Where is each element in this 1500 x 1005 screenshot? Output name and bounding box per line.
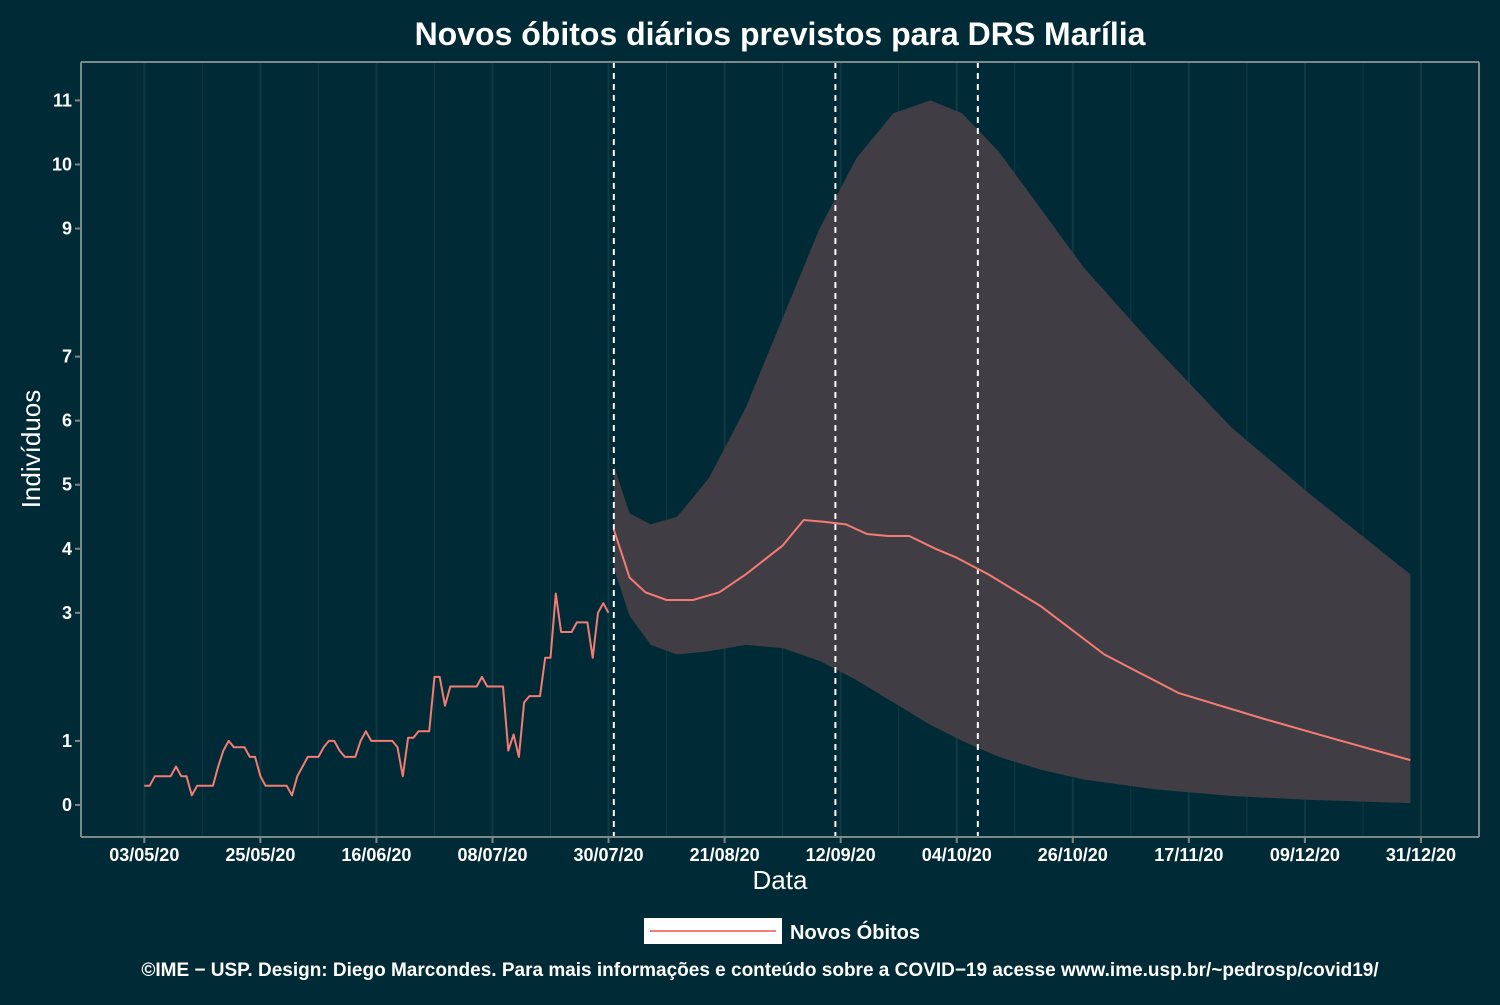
chart-title: Novos óbitos diários previstos para DRS …	[415, 16, 1146, 52]
x-tick-label: 16/06/20	[341, 845, 411, 865]
x-tick-label: 21/08/20	[690, 845, 760, 865]
confidence-band	[613, 100, 1411, 804]
forecast-deaths-line	[612, 519, 1411, 762]
observed-deaths-line	[144, 592, 610, 797]
x-tick-label: 31/12/20	[1386, 845, 1456, 865]
x-axis-ticks: 03/05/20 25/05/20 16/06/20 08/07/20 30/07/20…	[109, 837, 1456, 865]
y-tick-label: 1	[62, 731, 72, 751]
reference-lines	[612, 62, 979, 837]
x-tick-label: 08/07/20	[457, 845, 527, 865]
y-tick-label: 6	[62, 411, 72, 431]
y-tick-label: 9	[62, 219, 72, 239]
y-tick-label: 10	[52, 154, 72, 174]
y-tick-label: 3	[62, 603, 72, 623]
y-tick-label: 11	[53, 90, 72, 110]
legend-label: Novos Óbitos	[790, 920, 920, 944]
series-lines	[144, 519, 1411, 797]
y-tick-label: 7	[62, 347, 72, 367]
legend: Novos Óbitos	[644, 918, 920, 944]
x-tick-label: 04/10/20	[922, 845, 992, 865]
x-tick-label: 26/10/20	[1038, 845, 1108, 865]
y-tick-label: 0	[62, 795, 72, 815]
x-tick-label: 30/07/20	[574, 845, 644, 865]
x-tick-label: 17/11/20	[1154, 845, 1223, 865]
x-tick-label: 03/05/20	[109, 845, 179, 865]
y-axis-ticks: 0 1 3 4 5 6 7 9 10 11	[52, 90, 81, 815]
x-tick-label: 09/12/20	[1270, 845, 1340, 865]
confidence-band-layer	[613, 100, 1411, 804]
y-tick-label: 4	[62, 539, 72, 559]
x-tick-label: 12/09/20	[806, 845, 876, 865]
y-tick-label: 5	[62, 475, 72, 495]
x-axis-label: Data	[753, 865, 808, 895]
x-tick-label: 25/05/20	[225, 845, 295, 865]
caption: ©IME − USP. Design: Diego Marcondes. Par…	[141, 960, 1379, 981]
y-axis-label: Indivíduos	[16, 390, 46, 509]
